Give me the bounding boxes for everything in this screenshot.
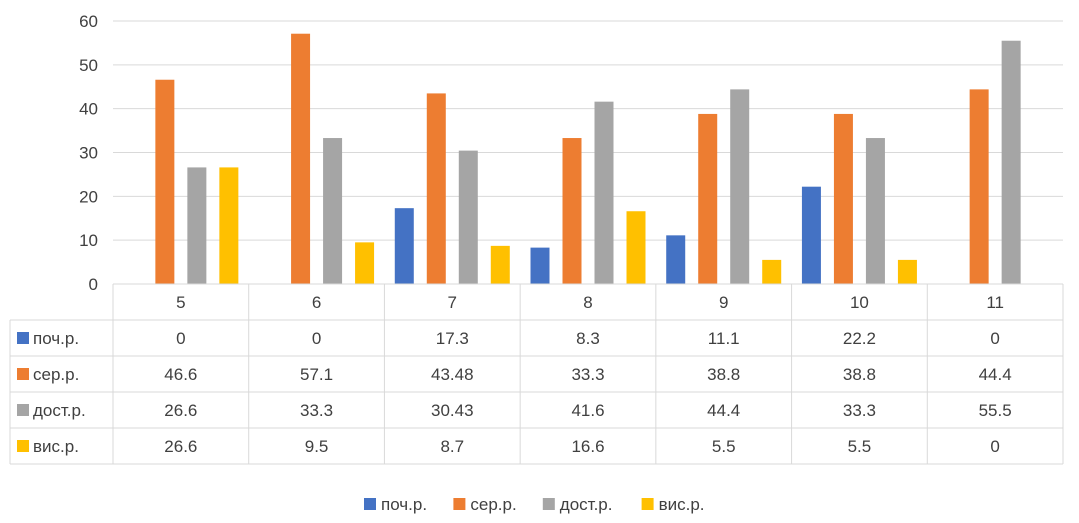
table-cell-value: 11.1 (708, 329, 740, 348)
bar (394, 208, 414, 284)
bar (355, 242, 375, 284)
bar (323, 138, 343, 284)
legend-key (641, 498, 654, 510)
table-cell-value: 16.6 (571, 437, 604, 456)
legend-key (542, 498, 555, 510)
category-label: 7 (448, 293, 457, 312)
table-cell-value: 33.3 (843, 401, 876, 420)
bar (969, 89, 989, 284)
bar (562, 138, 582, 284)
bar (698, 113, 718, 284)
y-tick-label: 0 (89, 275, 98, 294)
bar (1001, 40, 1021, 284)
y-axis-tick-labels: 0 10 20 30 40 50 60 (79, 12, 98, 294)
bar (762, 259, 782, 284)
bar (730, 89, 750, 284)
bar (291, 33, 311, 284)
table-cell-value: 26.6 (164, 437, 197, 456)
bar (594, 101, 614, 284)
bars (155, 33, 1021, 285)
table-cell-value: 0 (176, 329, 185, 348)
table-cell-value: 43.48 (431, 365, 474, 384)
table-cell-value: 8.3 (576, 329, 600, 348)
table-cell-value: 55.5 (979, 401, 1012, 420)
y-tick-label: 20 (79, 187, 98, 206)
table-cell-value: 5.5 (848, 437, 872, 456)
table-series-label: сер.р. (33, 365, 79, 384)
table-cell-value: 8.7 (440, 437, 464, 456)
bar (187, 167, 207, 284)
legend-key (453, 498, 466, 510)
category-label: 9 (719, 293, 728, 312)
table-cell-value: 41.6 (571, 401, 604, 420)
table-cell-value: 44.4 (707, 401, 740, 420)
table-cell-value: 17.3 (436, 329, 469, 348)
y-tick-label: 30 (79, 144, 98, 163)
bar (530, 247, 550, 284)
bar (626, 211, 646, 284)
legend-label: вис.р. (659, 495, 705, 514)
table-cell-value: 30.43 (431, 401, 474, 420)
bar (219, 167, 239, 284)
table-cell-value: 9.5 (305, 437, 329, 456)
table-cell-value: 38.8 (707, 365, 740, 384)
gridlines (113, 20, 1063, 241)
category-label: 10 (850, 293, 869, 312)
table-cell-value: 46.6 (164, 365, 197, 384)
table-cell-value: 0 (990, 437, 999, 456)
legend-label: дост.р. (560, 495, 613, 514)
table-cell-value: 33.3 (571, 365, 604, 384)
y-tick-label: 10 (79, 231, 98, 250)
legend: поч.р. сер.р. дост.р. вис.р. (364, 495, 705, 514)
table-series-label: дост.р. (33, 401, 86, 420)
table-cell-value: 26.6 (164, 401, 197, 420)
table-cell-value: 22.2 (843, 329, 876, 348)
legend-label: сер.р. (470, 495, 516, 514)
table-cell-value: 38.8 (843, 365, 876, 384)
table-cell-value: 0 (312, 329, 321, 348)
table-series-label: вис.р. (33, 437, 79, 456)
bar (897, 259, 917, 284)
bar (801, 186, 821, 284)
bar (666, 235, 686, 284)
category-label: 8 (583, 293, 592, 312)
legend-label: поч.р. (381, 495, 427, 514)
table-cell-value: 0 (990, 329, 999, 348)
table-cell-value: 5.5 (712, 437, 736, 456)
table-series-key (17, 440, 29, 452)
bar (458, 150, 478, 284)
bar (865, 138, 885, 284)
bar (426, 93, 446, 285)
table-series-label: поч.р. (33, 329, 79, 348)
y-tick-label: 60 (79, 12, 98, 31)
bar (155, 79, 175, 284)
bar (833, 113, 853, 284)
legend-key (364, 498, 376, 510)
data-table: 5 6 7 8 9 10 11 поч.р. 0 0 17.3 8.3 11.1 22.2 0 сер.р. 4… (9, 283, 1064, 465)
y-tick-label: 40 (79, 100, 98, 119)
table-cell-value: 33.3 (300, 401, 333, 420)
table-cell-value: 57.1 (300, 365, 333, 384)
table-series-key (17, 404, 29, 416)
bar (490, 245, 510, 284)
category-label: 6 (312, 293, 321, 312)
category-label: 11 (986, 293, 1004, 312)
category-label: 5 (176, 293, 185, 312)
y-tick-label: 50 (79, 56, 98, 75)
table-series-key (17, 332, 29, 344)
table-series-key (17, 368, 29, 380)
table-cell-value: 44.4 (979, 365, 1012, 384)
